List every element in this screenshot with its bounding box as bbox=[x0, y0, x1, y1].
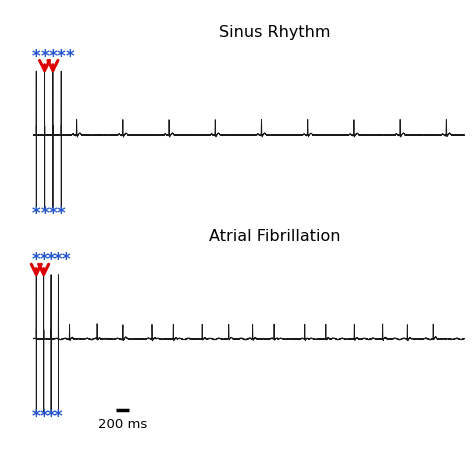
Text: *: * bbox=[32, 251, 41, 269]
Text: *: * bbox=[32, 409, 41, 427]
Text: *: * bbox=[62, 251, 70, 269]
Text: *: * bbox=[49, 47, 57, 65]
Text: Sinus Rhythm: Sinus Rhythm bbox=[219, 26, 330, 40]
Text: *: * bbox=[65, 47, 74, 65]
Text: *: * bbox=[57, 47, 65, 65]
Text: *: * bbox=[54, 251, 63, 269]
Text: *: * bbox=[32, 205, 41, 223]
Text: 200 ms: 200 ms bbox=[98, 419, 147, 431]
Text: *: * bbox=[47, 409, 55, 427]
Text: *: * bbox=[40, 205, 49, 223]
Text: *: * bbox=[40, 47, 49, 65]
Text: *: * bbox=[54, 409, 63, 427]
Text: *: * bbox=[39, 251, 48, 269]
Text: *: * bbox=[49, 205, 57, 223]
Text: *: * bbox=[47, 251, 55, 269]
Text: *: * bbox=[32, 47, 41, 65]
Text: *: * bbox=[57, 205, 65, 223]
Text: *: * bbox=[39, 409, 48, 427]
Text: Atrial Fibrillation: Atrial Fibrillation bbox=[209, 229, 340, 244]
